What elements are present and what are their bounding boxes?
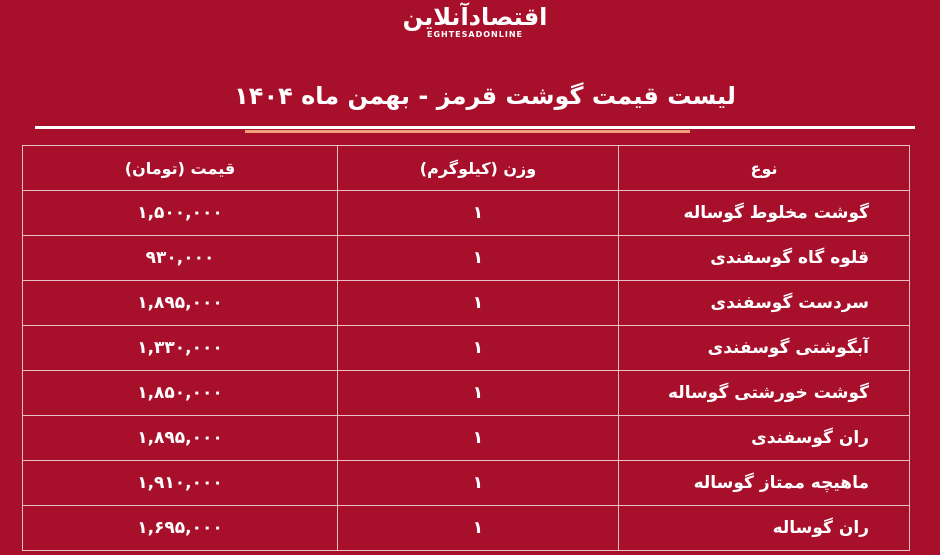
cell-weight: ۱ [337, 505, 619, 551]
table-header-row: نوع وزن (کیلوگرم) قیمت (تومان) [22, 145, 910, 191]
page-title: لیست قیمت گوشت قرمز - بهمن ماه ۱۴۰۴ [234, 82, 736, 110]
table-row: سردست گوسفندی ۱ ۱,۸۹۵,۰۰۰ [22, 280, 910, 326]
logo-text-fa: اقتصادآنلاین [402, 3, 548, 31]
cell-type: ران گوسفندی [618, 415, 910, 461]
cell-price: ۱,۵۰۰,۰۰۰ [22, 190, 338, 236]
table-row: ماهیچه ممتاز گوساله ۱ ۱,۹۱۰,۰۰۰ [22, 460, 910, 506]
table-row: گوشت مخلوط گوساله ۱ ۱,۵۰۰,۰۰۰ [22, 190, 910, 236]
cell-weight: ۱ [337, 235, 619, 281]
cell-price: ۱,۶۹۵,۰۰۰ [22, 505, 338, 551]
cell-type: گوشت خورشتی گوساله [618, 370, 910, 416]
cell-type: گوشت مخلوط گوساله [618, 190, 910, 236]
logo-text-en: EGHTESADONLINE [427, 30, 523, 39]
cell-type: آبگوشتی گوسفندی [618, 325, 910, 371]
table-row: ران گوسفندی ۱ ۱,۸۹۵,۰۰۰ [22, 415, 910, 461]
cell-price: ۱,۸۵۰,۰۰۰ [22, 370, 338, 416]
table-row: ران گوساله ۱ ۱,۶۹۵,۰۰۰ [22, 505, 910, 551]
cell-type: ران گوساله [618, 505, 910, 551]
cell-price: ۱,۳۳۰,۰۰۰ [22, 325, 338, 371]
cell-price: ۱,۸۹۵,۰۰۰ [22, 280, 338, 326]
cell-weight: ۱ [337, 415, 619, 461]
cell-weight: ۱ [337, 325, 619, 371]
cell-weight: ۱ [337, 190, 619, 236]
cell-price: ۱,۹۱۰,۰۰۰ [22, 460, 338, 506]
table-row: آبگوشتی گوسفندی ۱ ۱,۳۳۰,۰۰۰ [22, 325, 910, 371]
site-logo: اقتصادآنلاین EGHTESADONLINE [400, 4, 550, 44]
title-accent-divider [245, 130, 690, 133]
table-row: گوشت خورشتی گوساله ۱ ۱,۸۵۰,۰۰۰ [22, 370, 910, 416]
cell-price: ۹۳۰,۰۰۰ [22, 235, 338, 281]
cell-type: سردست گوسفندی [618, 280, 910, 326]
header-type: نوع [618, 145, 910, 191]
cell-price: ۱,۸۹۵,۰۰۰ [22, 415, 338, 461]
table-row: قلوه گاه گوسفندی ۱ ۹۳۰,۰۰۰ [22, 235, 910, 281]
cell-weight: ۱ [337, 460, 619, 506]
header-price: قیمت (تومان) [22, 145, 338, 191]
cell-type: ماهیچه ممتاز گوساله [618, 460, 910, 506]
cell-weight: ۱ [337, 370, 619, 416]
title-divider [35, 126, 915, 129]
header-weight: وزن (کیلوگرم) [337, 145, 619, 191]
cell-weight: ۱ [337, 280, 619, 326]
price-table: نوع وزن (کیلوگرم) قیمت (تومان) گوشت مخلو… [22, 145, 910, 551]
cell-type: قلوه گاه گوسفندی [618, 235, 910, 281]
